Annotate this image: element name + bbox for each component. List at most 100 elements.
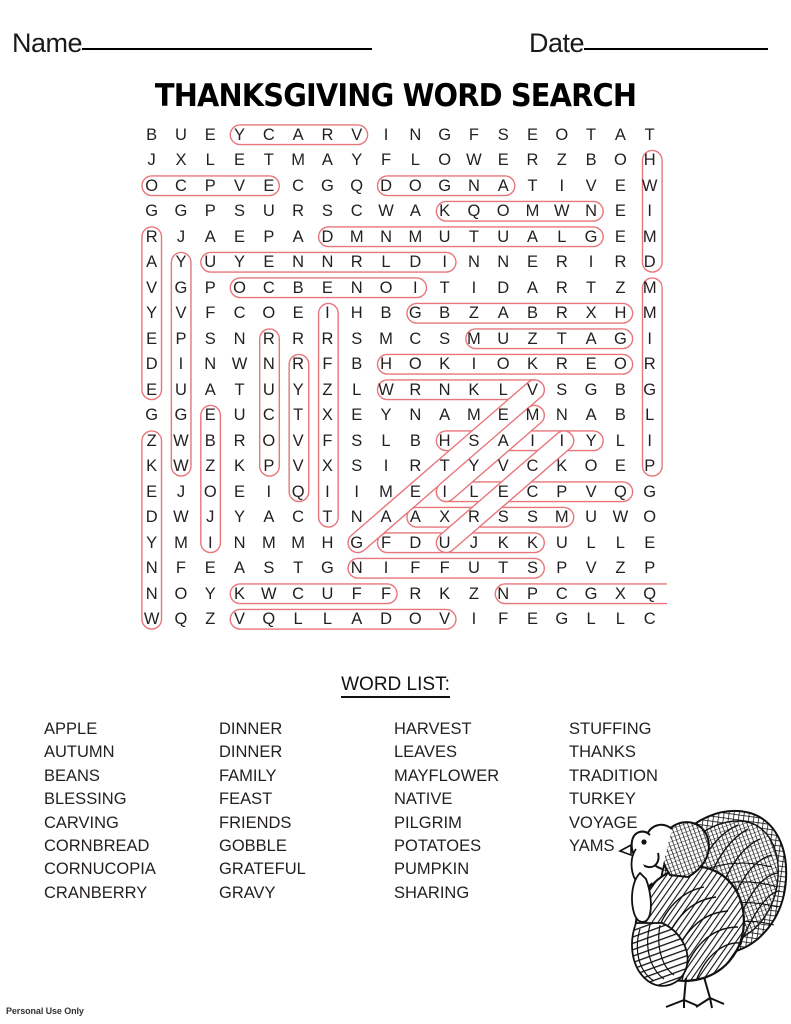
grid-cell[interactable]: G	[145, 406, 159, 424]
grid-cell[interactable]: B	[204, 431, 216, 450]
grid-cell[interactable]: L	[586, 533, 596, 552]
grid-cell[interactable]: M	[642, 304, 657, 322]
grid-cell[interactable]: Z	[615, 278, 626, 297]
grid-cell[interactable]: J	[469, 533, 479, 552]
grid-cell[interactable]: N	[409, 125, 422, 144]
grid-cell[interactable]: G	[408, 304, 422, 322]
grid-cell[interactable]: E	[234, 482, 246, 501]
grid-cell[interactable]: N	[555, 406, 568, 424]
grid-cell[interactable]: Y	[380, 406, 392, 424]
grid-cell[interactable]: V	[234, 610, 246, 628]
grid-cell[interactable]: C	[233, 304, 246, 322]
grid-cell[interactable]: M	[379, 329, 393, 348]
grid-cell[interactable]: C	[292, 508, 305, 526]
grid-cell[interactable]: Y	[204, 584, 216, 603]
grid-cell[interactable]: L	[205, 151, 215, 169]
grid-cell[interactable]: F	[468, 125, 479, 144]
grid-cell[interactable]: U	[233, 406, 246, 424]
grid-cell[interactable]: I	[471, 278, 477, 297]
word-list-item[interactable]: CORNBREAD	[44, 837, 150, 856]
grid-cell[interactable]: E	[497, 482, 509, 501]
grid-cell[interactable]: S	[556, 380, 568, 399]
grid-cell[interactable]: H	[350, 304, 363, 322]
grid-cell[interactable]: X	[321, 406, 333, 424]
word-list-item[interactable]: STUFFING	[569, 720, 652, 738]
grid-cell[interactable]: E	[204, 125, 216, 144]
grid-cell[interactable]: O	[555, 125, 569, 144]
grid-cell[interactable]: I	[413, 278, 418, 297]
grid-cell[interactable]: E	[644, 533, 656, 552]
grid-cell[interactable]: Y	[585, 431, 597, 450]
word-list-item[interactable]: FEAST	[219, 790, 273, 809]
grid-cell[interactable]: W	[554, 202, 570, 220]
grid-cell[interactable]: T	[556, 329, 567, 348]
grid-cell[interactable]: K	[439, 355, 451, 373]
grid-cell[interactable]: E	[292, 304, 304, 322]
grid-cell[interactable]: W	[261, 584, 277, 603]
grid-cell[interactable]: M	[261, 533, 276, 552]
grid-cell[interactable]: S	[439, 329, 451, 348]
grid-cell[interactable]: N	[262, 355, 275, 373]
grid-cell[interactable]: Y	[146, 533, 158, 552]
grid-cell[interactable]: Z	[527, 329, 538, 348]
grid-cell[interactable]: I	[383, 125, 389, 144]
grid-cell[interactable]: E	[614, 202, 626, 220]
grid-cell[interactable]: O	[145, 176, 159, 195]
grid-cell[interactable]: P	[556, 559, 568, 577]
grid-cell[interactable]: G	[438, 176, 452, 195]
grid-cell[interactable]: O	[408, 610, 422, 628]
grid-cell[interactable]: X	[585, 304, 597, 322]
grid-cell[interactable]: E	[351, 406, 363, 424]
grid-cell[interactable]: R	[409, 584, 422, 603]
grid-cell[interactable]: A	[527, 227, 539, 246]
grid-cell[interactable]: O	[233, 278, 246, 297]
grid-cell[interactable]: Z	[205, 457, 216, 475]
grid-cell[interactable]: C	[262, 278, 275, 297]
grid-cell[interactable]: O	[496, 355, 510, 373]
grid-cell[interactable]: I	[325, 304, 330, 322]
grid-cell[interactable]: F	[410, 559, 421, 577]
grid-cell[interactable]: T	[234, 380, 245, 399]
word-list-item[interactable]: TRADITION	[569, 766, 658, 785]
grid-cell[interactable]: I	[266, 482, 272, 501]
grid-cell[interactable]: G	[584, 227, 598, 246]
grid-cell[interactable]: I	[178, 355, 184, 373]
word-list-item[interactable]: THANKS	[569, 743, 636, 762]
grid-cell[interactable]: W	[173, 457, 189, 475]
grid-cell[interactable]: E	[614, 176, 626, 195]
grid-cell[interactable]: S	[351, 431, 363, 450]
grid-cell[interactable]: N	[380, 227, 392, 246]
grid-cell[interactable]: B	[292, 278, 304, 297]
grid-cell[interactable]: K	[146, 457, 158, 475]
grid-cell[interactable]: F	[439, 559, 450, 577]
grid-cell[interactable]: L	[615, 533, 625, 552]
grid-cell[interactable]: N	[233, 533, 246, 552]
word-list-item[interactable]: CORNUCOPIA	[44, 860, 156, 879]
word-list-item[interactable]: AUTUMN	[44, 743, 115, 762]
grid-cell[interactable]: C	[292, 176, 305, 195]
grid-cell[interactable]: J	[147, 151, 156, 169]
grid-cell[interactable]: A	[351, 610, 363, 628]
grid-cell[interactable]: M	[467, 406, 481, 424]
grid-cell[interactable]: Y	[146, 304, 158, 322]
grid-cell[interactable]: Q	[467, 202, 481, 220]
grid-cell[interactable]: Y	[351, 151, 363, 169]
grid-cell[interactable]: I	[442, 482, 447, 501]
grid-cell[interactable]: B	[614, 380, 626, 399]
grid-cell[interactable]: A	[321, 151, 333, 169]
grid-cell[interactable]: R	[526, 151, 539, 169]
grid-cell[interactable]: E	[527, 610, 539, 628]
grid-cell[interactable]: E	[146, 329, 158, 348]
grid-cell[interactable]: U	[174, 125, 187, 144]
grid-cell[interactable]: R	[555, 253, 568, 271]
grid-cell[interactable]: N	[350, 278, 363, 297]
grid-cell[interactable]: T	[586, 125, 597, 144]
grid-cell[interactable]: G	[613, 329, 627, 348]
date-field[interactable]: Date	[529, 28, 769, 59]
grid-cell[interactable]: O	[613, 355, 627, 373]
grid-cell[interactable]: G	[321, 559, 334, 577]
grid-cell[interactable]: S	[497, 508, 509, 526]
grid-cell[interactable]: E	[321, 278, 333, 297]
word-list-item[interactable]: GRAVY	[219, 883, 276, 902]
grid-cell[interactable]: I	[559, 176, 565, 195]
